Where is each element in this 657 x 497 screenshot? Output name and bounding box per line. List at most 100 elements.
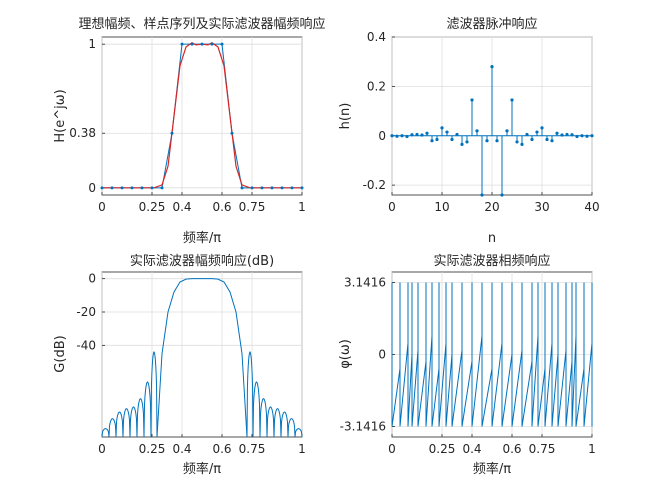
- sidelobe: [246, 350, 254, 438]
- plot-lines: [101, 278, 303, 438]
- sidelobe: [266, 406, 275, 438]
- phase-segment: [565, 282, 573, 427]
- stem-marker: [495, 139, 499, 143]
- x-tick-label: 0.6: [212, 442, 231, 456]
- sample-point: [140, 186, 144, 190]
- x-tick-label: 0.25: [139, 200, 166, 214]
- stem-marker: [585, 134, 589, 138]
- y-tick-label: 0: [378, 129, 386, 143]
- plot-area: [101, 36, 303, 196]
- x-tick-label: 20: [484, 200, 499, 214]
- x-tick-label: 0.6: [212, 200, 231, 214]
- x-tick-label: 0: [388, 442, 396, 456]
- y-tick-label: 3.1416: [344, 276, 386, 290]
- stem-marker: [400, 134, 404, 138]
- sample-point: [230, 131, 234, 135]
- stem-marker: [420, 133, 424, 137]
- x-axis-label: 频率/π: [473, 461, 511, 477]
- phase-segment: [407, 282, 413, 427]
- phase-segment: [491, 282, 503, 427]
- x-tick-label: 10: [434, 200, 449, 214]
- sidelobe: [129, 406, 138, 438]
- y-tick-label: 0: [88, 272, 96, 286]
- tick-labels: 0 0.25 0.4 0.6 0.75 1 0 -20 -40: [76, 272, 305, 456]
- stem-marker: [505, 129, 509, 133]
- sample-point: [260, 186, 264, 190]
- stem-marker: [565, 132, 569, 137]
- sidelobe: [287, 418, 296, 438]
- sample-point: [160, 186, 164, 190]
- x-tick-label: 40: [584, 200, 599, 214]
- sidelobe: [273, 408, 282, 438]
- stem-marker: [560, 133, 564, 137]
- plot-lines: [100, 42, 304, 190]
- stem-marker: [480, 193, 484, 197]
- stem-marker: [405, 134, 409, 139]
- x-tick-label: 0.25: [139, 442, 166, 456]
- phase-segment: [461, 282, 473, 427]
- y-tick-label: 1: [88, 37, 96, 51]
- stem-marker: [410, 133, 414, 137]
- x-axis-label: n: [488, 231, 496, 246]
- stem-marker: [440, 126, 444, 130]
- phase-segment: [417, 282, 427, 427]
- phase-segment: [431, 282, 440, 427]
- stem-marker: [450, 137, 454, 142]
- chart-title: 实际滤波器相频响应: [433, 253, 550, 269]
- stem-marker: [520, 142, 524, 146]
- sidelobe: [252, 381, 261, 438]
- x-tick-label: 0: [388, 200, 396, 214]
- sidelobe: [122, 408, 131, 438]
- sidelobe: [280, 411, 289, 438]
- stem-marker: [415, 132, 419, 137]
- x-tick-label: 0: [98, 442, 106, 456]
- sample-point: [190, 42, 194, 46]
- phase-segment: [438, 282, 447, 427]
- sample-point: [290, 186, 294, 190]
- sidelobe: [259, 398, 268, 438]
- x-tick-label: 0.4: [172, 442, 191, 456]
- x-axis-label: 频率/π: [183, 461, 221, 477]
- sidelobe: [143, 381, 152, 438]
- stem-marker: [525, 132, 529, 137]
- stem-marker: [395, 134, 399, 138]
- x-tick-label: 0: [98, 200, 106, 214]
- stem-marker: [500, 193, 504, 197]
- phase-segment: [571, 282, 577, 427]
- sidelobe: [108, 418, 117, 438]
- phase-segment: [521, 282, 533, 427]
- sample-point: [150, 186, 154, 190]
- y-tick-label: 0.38: [69, 126, 96, 140]
- stem-marker: [425, 131, 429, 135]
- phase-segment: [391, 282, 401, 427]
- sample-point: [130, 186, 134, 190]
- sample-point: [270, 186, 274, 190]
- sample-point: [100, 186, 104, 190]
- phase-segment: [399, 282, 409, 427]
- x-tick-label: 0.25: [429, 442, 456, 456]
- phase-segment: [551, 282, 559, 427]
- phase-segment: [411, 282, 419, 427]
- sidelobe: [101, 428, 110, 438]
- x-tick-label: 1: [298, 442, 306, 456]
- panel-ideal-magnitude: 理想幅频、样点序列及实际滤波器幅频响应 0 0.25 0.4 0.6 0.75 1 0 0.3…: [53, 16, 326, 246]
- y-tick-label: -40: [76, 338, 96, 352]
- panel-magnitude-db: 实际滤波器幅频响应(dB) 0 0.25 0.4 0.6 0.75 1 0 -20 -40 频率…: [53, 253, 306, 477]
- y-axis-label: h(n): [338, 103, 353, 130]
- stem-marker: [490, 65, 494, 69]
- y-tick-label: -0.2: [363, 178, 386, 192]
- y-tick-label: -3.1416: [340, 419, 386, 433]
- sample-point: [250, 186, 254, 190]
- phase-segment: [575, 282, 585, 427]
- y-tick-label: 0: [88, 181, 96, 195]
- chart-title: 实际滤波器幅频响应(dB): [130, 253, 274, 269]
- stem-marker: [475, 129, 479, 133]
- phase-segment: [583, 282, 593, 427]
- stem-marker: [530, 137, 534, 142]
- stem-marker: [470, 98, 474, 102]
- stem-marker: [510, 98, 514, 102]
- sample-point: [120, 186, 124, 190]
- sidelobe: [150, 350, 158, 438]
- plot-lines: [391, 282, 593, 427]
